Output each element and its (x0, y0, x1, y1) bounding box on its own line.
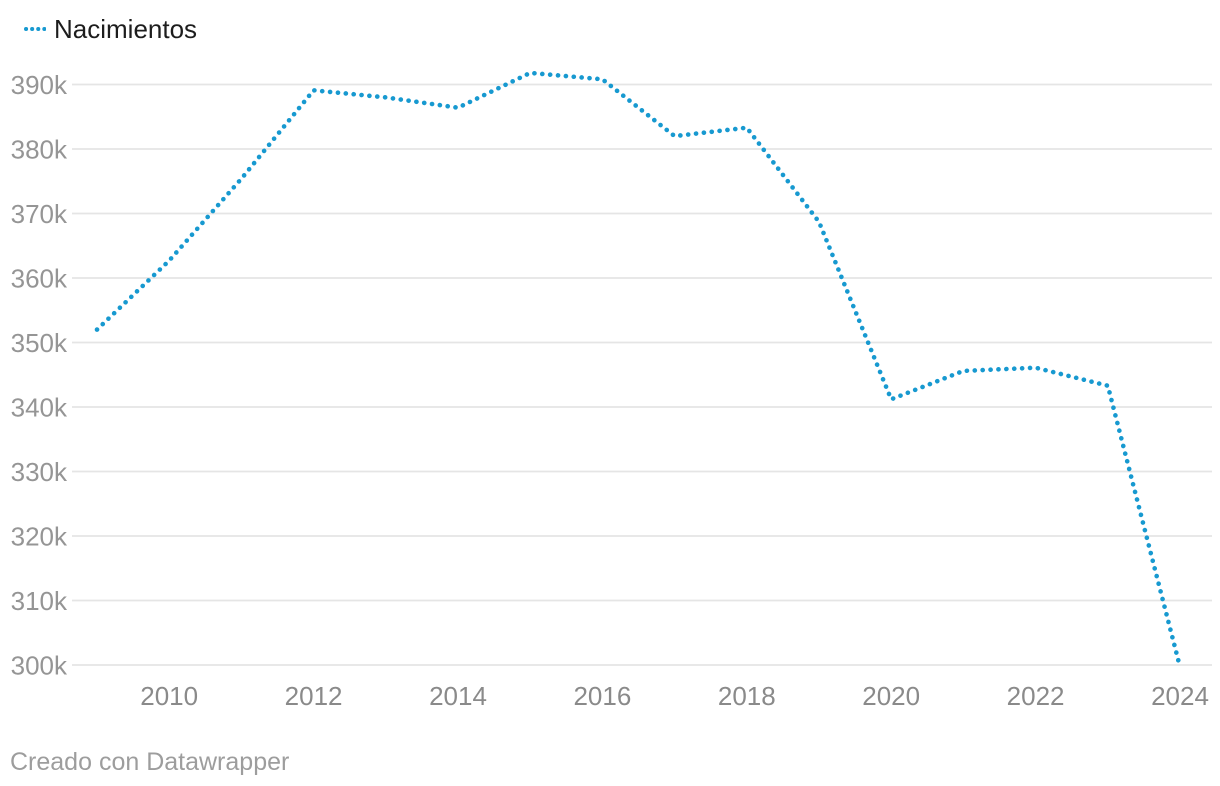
x-axis-tick-label: 2020 (862, 681, 920, 711)
x-axis-tick-label: 2012 (285, 681, 343, 711)
y-axis-tick-label: 380k (11, 135, 68, 165)
y-axis-tick-label: 340k (11, 393, 68, 423)
x-axis-tick-label: 2018 (718, 681, 776, 711)
x-axis-tick-label: 2010 (140, 681, 198, 711)
attribution-text: Creado con Datawrapper (10, 748, 289, 777)
y-axis-tick-label: 310k (11, 586, 68, 616)
attribution-label: Creado con Datawrapper (10, 748, 290, 776)
y-axis-tick-label: 300k (11, 651, 68, 681)
legend-label: Nacimientos (54, 14, 198, 44)
series-line-nacimientos (94, 70, 1183, 670)
y-axis-tick-label: 360k (11, 264, 68, 294)
chart-canvas: 300k 310k 320k 330k 340k 350k 360k 370k 380k 390k… (11, 70, 1212, 711)
x-axis-tick-label: 2022 (1007, 681, 1065, 711)
x-axis-tick-label: 2016 (573, 681, 631, 711)
x-axis-tick-label: 2014 (429, 681, 487, 711)
y-axis-tick-label: 370k (11, 199, 68, 229)
y-axis-tick-label: 320k (11, 522, 68, 552)
y-axis-tick-label: 390k (11, 70, 68, 100)
y-axis-tick-label: 350k (11, 328, 68, 358)
x-axis-tick-label: 2024 (1151, 681, 1209, 711)
y-axis-tick-label: 330k (11, 457, 68, 487)
chart-legend: Nacimientos (24, 14, 197, 44)
